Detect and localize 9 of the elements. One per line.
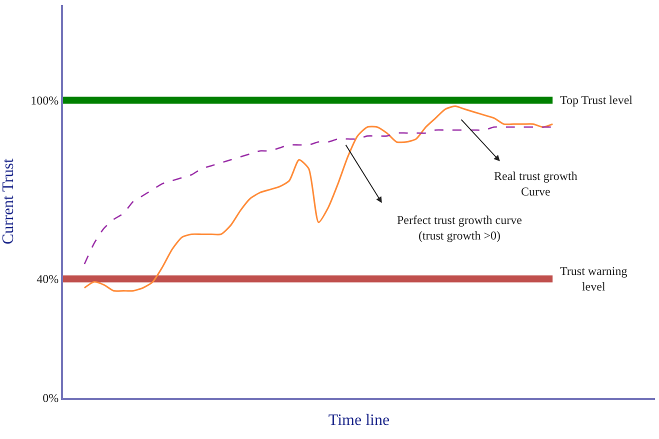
y-tick-label: 100%	[30, 93, 59, 108]
annotation: Real trust growth Curve	[494, 169, 578, 199]
y-tick-label: 40%	[36, 272, 59, 286]
y-axis-title: Current Trust	[0, 158, 17, 244]
x-axis-title: Time line	[328, 412, 390, 430]
ref-line-label: Top Trust level	[560, 93, 634, 107]
annotation: Perfect trust growth curve (trust growth >0)	[397, 213, 522, 243]
ref-line-label: Trust warning level	[560, 264, 628, 294]
y-tick-label: 0%	[42, 391, 59, 406]
